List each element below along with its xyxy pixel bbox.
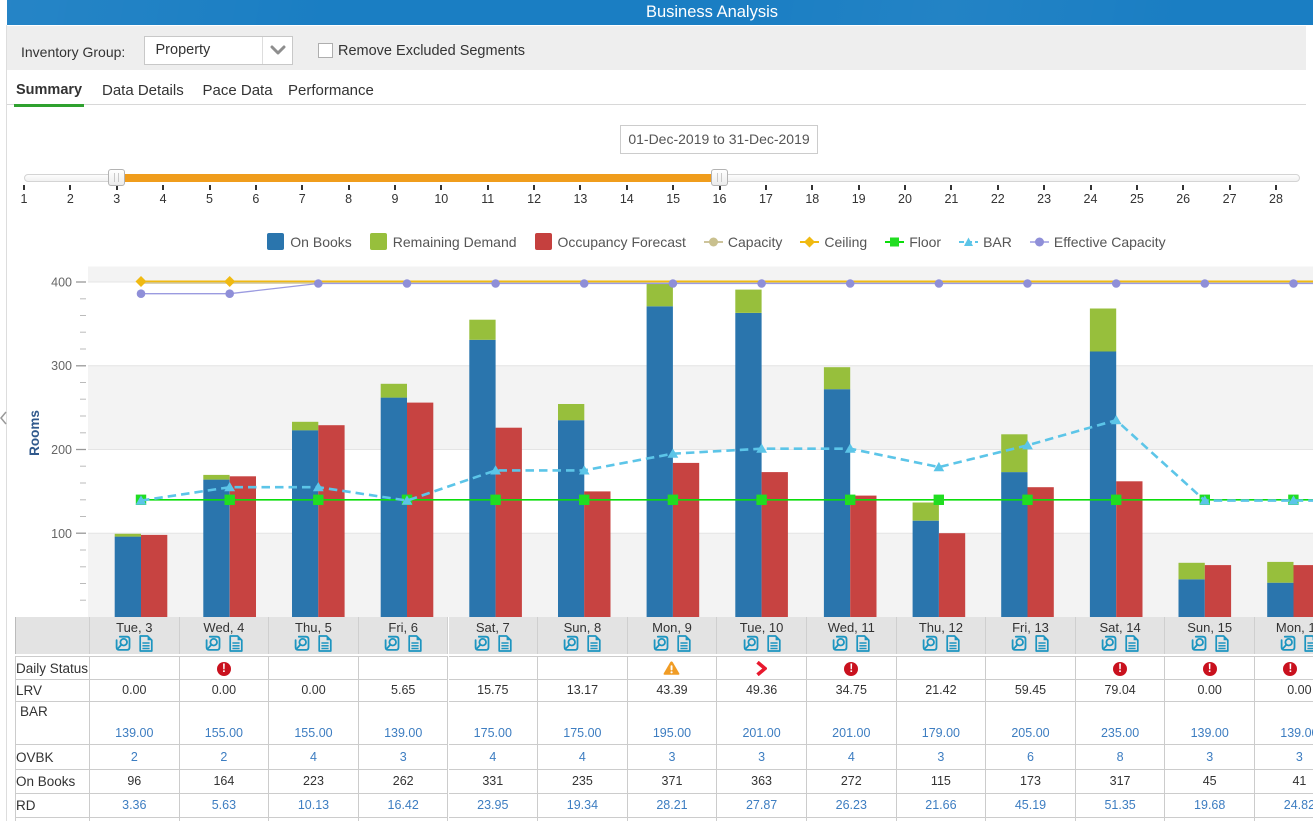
svg-text:100: 100 xyxy=(51,527,72,541)
svg-text:300: 300 xyxy=(51,359,72,373)
svg-text:Rooms: Rooms xyxy=(27,410,42,456)
svg-text:400: 400 xyxy=(51,276,72,290)
svg-text:200: 200 xyxy=(51,443,72,457)
